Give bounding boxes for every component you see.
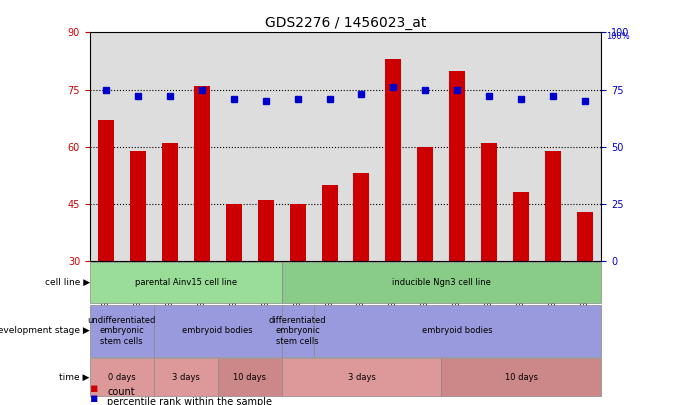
Bar [449, 70, 465, 261]
Text: percentile rank within the sample: percentile rank within the sample [107, 397, 272, 405]
Bar [545, 151, 561, 261]
Text: count: count [107, 387, 135, 397]
Bar [130, 151, 146, 261]
Text: undifferentiated
embryonic
stem cells: undifferentiated embryonic stem cells [88, 316, 156, 346]
Bar [417, 147, 433, 261]
Text: ▪: ▪ [90, 382, 98, 395]
FancyBboxPatch shape [90, 262, 281, 303]
Text: embryoid bodies: embryoid bodies [182, 326, 253, 335]
Bar [386, 59, 401, 261]
FancyBboxPatch shape [153, 305, 281, 356]
Bar [193, 86, 209, 261]
Bar [290, 204, 305, 261]
Text: embryoid bodies: embryoid bodies [422, 326, 493, 335]
Bar [162, 143, 178, 261]
FancyBboxPatch shape [281, 262, 601, 303]
Text: development stage ▶: development stage ▶ [0, 326, 90, 335]
FancyBboxPatch shape [218, 358, 281, 396]
Title: GDS2276 / 1456023_at: GDS2276 / 1456023_at [265, 16, 426, 30]
Bar [513, 192, 529, 261]
Bar [321, 185, 337, 261]
FancyBboxPatch shape [281, 305, 314, 356]
Bar [354, 173, 370, 261]
FancyBboxPatch shape [281, 358, 442, 396]
Text: inducible Ngn3 cell line: inducible Ngn3 cell line [392, 278, 491, 287]
Bar [482, 143, 498, 261]
Bar [226, 204, 242, 261]
Text: parental Ainv15 cell line: parental Ainv15 cell line [135, 278, 237, 287]
Text: 10 days: 10 days [233, 373, 266, 382]
Text: 0 days: 0 days [108, 373, 135, 382]
FancyBboxPatch shape [314, 305, 601, 356]
FancyBboxPatch shape [90, 358, 153, 396]
Text: 10 days: 10 days [504, 373, 538, 382]
Bar [258, 200, 274, 261]
Text: ▪: ▪ [90, 392, 98, 405]
Text: 100%: 100% [606, 32, 630, 41]
Text: 3 days: 3 days [172, 373, 200, 382]
Text: cell line ▶: cell line ▶ [45, 278, 90, 287]
Text: differentiated
embryonic
stem cells: differentiated embryonic stem cells [269, 316, 326, 346]
FancyBboxPatch shape [90, 305, 153, 356]
Text: 3 days: 3 days [348, 373, 375, 382]
Bar [98, 120, 114, 261]
Bar [577, 211, 593, 261]
FancyBboxPatch shape [442, 358, 601, 396]
FancyBboxPatch shape [153, 358, 218, 396]
Text: time ▶: time ▶ [59, 373, 90, 382]
